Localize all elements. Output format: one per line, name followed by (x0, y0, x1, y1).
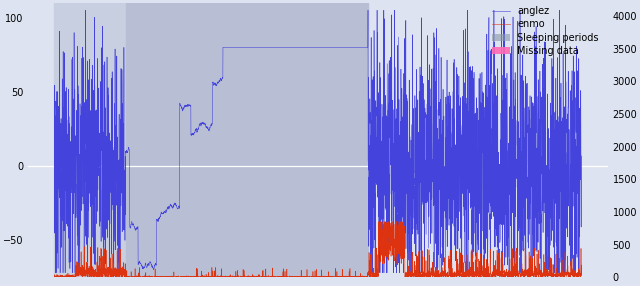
Bar (125, 3, 368, 277)
enmo (51, 275, 58, 279)
Line: anglez: anglez (54, 10, 581, 273)
anglez (301, 45, 309, 49)
anglez (276, 45, 284, 49)
enmo (375, 220, 383, 223)
enmo (272, 275, 280, 279)
enmo (276, 275, 284, 278)
anglez (51, 138, 58, 141)
Line: enmo: enmo (54, 222, 581, 277)
enmo (162, 275, 170, 279)
enmo (535, 271, 543, 275)
anglez (433, 130, 441, 134)
anglez (272, 45, 280, 49)
anglez (561, 222, 569, 225)
enmo (433, 275, 441, 279)
Bar (54, 3, 125, 277)
anglez (535, 222, 543, 225)
Legend: anglez, enmo, Sleeping periods, Missing data: anglez, enmo, Sleeping periods, Missing … (488, 2, 603, 60)
anglez (577, 154, 585, 158)
enmo (561, 254, 569, 257)
anglez (82, 9, 90, 12)
anglez (52, 271, 60, 275)
enmo (301, 275, 308, 278)
enmo (577, 263, 585, 267)
